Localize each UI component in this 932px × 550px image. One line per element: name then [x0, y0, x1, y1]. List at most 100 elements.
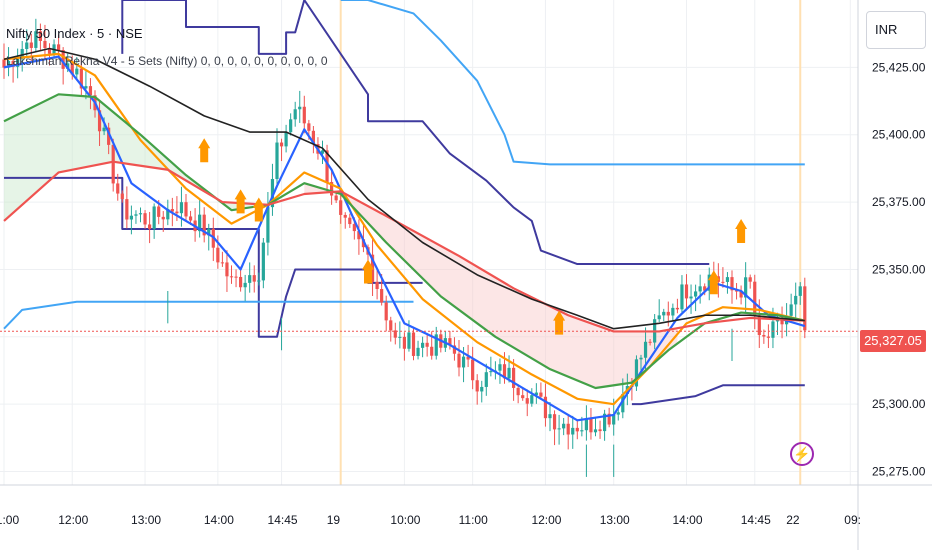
- buy-signal-arrow: [198, 138, 211, 163]
- candle-body: [29, 42, 33, 48]
- candle-body: [207, 228, 211, 236]
- candle-body: [339, 200, 343, 215]
- candle-body: [634, 359, 639, 387]
- price-tick-label: 25,375.00: [872, 195, 926, 209]
- candle-body: [143, 213, 147, 225]
- candle-body: [657, 315, 661, 320]
- candle-body: [293, 109, 297, 120]
- buy-signal-arrow: [707, 270, 720, 295]
- candle-body: [612, 414, 616, 425]
- candle-body: [357, 231, 361, 240]
- candle-body: [170, 209, 174, 212]
- band-line: [3, 300, 414, 330]
- candle-body: [421, 342, 425, 348]
- candle-body: [452, 345, 457, 354]
- candle-body: [803, 286, 807, 331]
- candle-body: [448, 338, 452, 346]
- ema-cloud-fills: [4, 94, 678, 388]
- candle-body: [780, 319, 784, 325]
- candle-body: [398, 336, 402, 338]
- time-tick-label: 19: [327, 513, 341, 527]
- candle-body: [175, 211, 179, 214]
- candle-body: [684, 284, 689, 299]
- time-tick-label: 12:00: [531, 513, 561, 527]
- candle-body: [229, 276, 234, 278]
- candle-body: [166, 209, 170, 220]
- candle-body: [47, 47, 52, 54]
- candle-body: [721, 281, 725, 283]
- candle-body: [471, 359, 475, 381]
- buy-signal-arrow: [362, 259, 374, 284]
- candle-body: [407, 332, 411, 349]
- candle-body: [757, 315, 761, 336]
- candle-body: [466, 356, 470, 360]
- candle-body: [361, 239, 366, 248]
- candle-body: [97, 110, 102, 132]
- candle-body: [20, 48, 24, 59]
- candle-body: [730, 277, 734, 291]
- candle-body: [243, 282, 247, 288]
- candle-body: [589, 418, 593, 433]
- time-tick-label: 12:00: [58, 513, 88, 527]
- price-tick-label: 25,275.00: [872, 465, 926, 479]
- candle-body: [330, 182, 334, 196]
- candle-body: [775, 319, 780, 322]
- time-tick-label: 14:45: [741, 513, 771, 527]
- candle-body: [680, 284, 684, 310]
- candle-body: [34, 31, 38, 48]
- price-axis-bg: [858, 0, 932, 550]
- candle-body: [157, 206, 161, 217]
- candle-body: [675, 307, 679, 310]
- candle-body: [557, 428, 561, 430]
- candle-body: [380, 288, 384, 303]
- candle-body: [562, 423, 566, 429]
- candle-body: [393, 330, 397, 338]
- indicator-legend[interactable]: Lakshman Rekha V4 - 5 Sets (Nifty) 0, 0,…: [6, 54, 328, 68]
- candle-body: [425, 342, 429, 347]
- candle-body: [725, 277, 730, 282]
- candle-body: [762, 335, 766, 337]
- candle-body: [275, 142, 279, 179]
- buy-signal-arrow: [252, 197, 265, 222]
- candle-body: [580, 430, 584, 432]
- candle-body: [148, 224, 152, 229]
- price-tick-label: 25,300.00: [872, 397, 926, 411]
- candle-body: [662, 311, 666, 316]
- candle-body: [512, 367, 516, 388]
- candle-body: [689, 296, 693, 299]
- candle-body: [334, 195, 338, 201]
- candle-body: [343, 214, 347, 218]
- candle-body: [2, 59, 6, 68]
- candle-body: [575, 427, 579, 432]
- candle-body: [198, 214, 202, 232]
- currency-selector[interactable]: INR: [866, 11, 926, 49]
- candle-body: [598, 429, 602, 432]
- candle-body: [566, 423, 570, 435]
- candle-body: [607, 413, 611, 425]
- candle-body: [239, 276, 243, 288]
- chart-title[interactable]: Nifty 50 Index · 5 · NSE: [6, 26, 143, 41]
- candle-body: [84, 86, 88, 89]
- candle-body: [543, 396, 548, 419]
- candle-body: [416, 347, 420, 356]
- candle-body: [307, 123, 311, 131]
- ema-lines: [3, 47, 806, 422]
- candle-body: [279, 142, 284, 147]
- lightning-alert-icon[interactable]: ⚡: [790, 442, 814, 466]
- candle-body: [252, 275, 256, 282]
- candle-body: [698, 286, 702, 292]
- time-tick-label: 13:00: [131, 513, 161, 527]
- time-tick-label: 14:00: [204, 513, 234, 527]
- candle-body: [88, 86, 93, 96]
- candle-body: [552, 414, 557, 430]
- candle-body: [234, 276, 238, 278]
- candle-body: [161, 216, 165, 220]
- candle-body: [202, 214, 206, 236]
- candle-body: [703, 286, 707, 291]
- candle-body: [320, 150, 325, 154]
- band-line: [121, 0, 710, 266]
- candle-body: [129, 215, 133, 220]
- candle-body: [152, 206, 156, 229]
- price-tick-label: 25,425.00: [872, 60, 926, 74]
